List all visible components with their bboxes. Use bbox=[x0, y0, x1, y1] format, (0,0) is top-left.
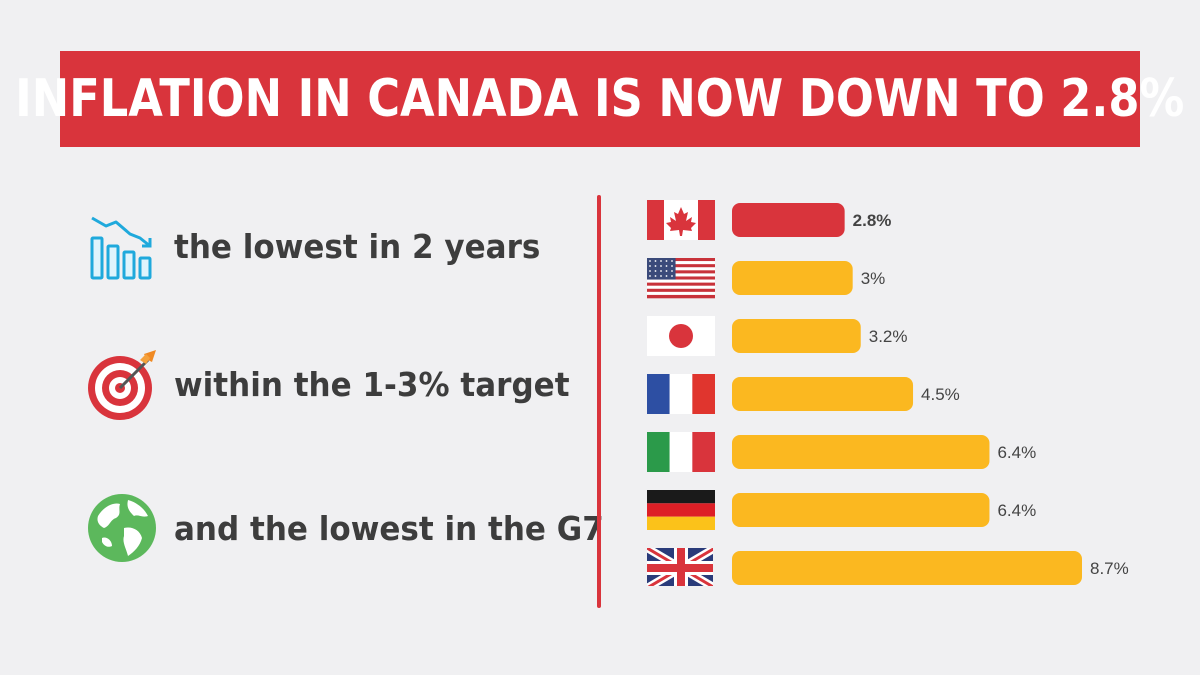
globe-icon bbox=[88, 494, 156, 562]
feature-within-target: within the 1-3% target bbox=[84, 339, 584, 429]
page-title: INFLATION IN CANADA IS NOW DOWN TO 2.8% bbox=[15, 69, 1185, 129]
bar bbox=[732, 435, 990, 469]
declining-bar-chart-icon bbox=[90, 216, 152, 280]
feature-lowest-g7: and the lowest in the G7 bbox=[84, 483, 604, 573]
germany-flag bbox=[647, 490, 715, 530]
uk-flag bbox=[647, 548, 713, 586]
italy-flag bbox=[647, 432, 715, 472]
feature-text: within the 1-3% target bbox=[174, 364, 570, 404]
bar bbox=[732, 319, 861, 353]
bar-value-label: 3% bbox=[861, 269, 886, 288]
flags-group bbox=[647, 200, 715, 586]
bar-value-label: 3.2% bbox=[869, 327, 908, 346]
feature-text: and the lowest in the G7 bbox=[174, 508, 604, 548]
bar bbox=[732, 261, 853, 295]
bar-value-label: 2.8% bbox=[853, 211, 892, 230]
canada-flag bbox=[647, 200, 715, 240]
title-banner: INFLATION IN CANADA IS NOW DOWN TO 2.8% bbox=[15, 51, 1185, 147]
bar-value-label: 6.4% bbox=[997, 443, 1036, 462]
bar bbox=[732, 377, 914, 411]
divider bbox=[597, 195, 601, 608]
bar bbox=[732, 203, 845, 237]
bars-group bbox=[732, 203, 1082, 585]
feature-lowest-two-years: the lowest in 2 years bbox=[84, 201, 584, 291]
feature-text: the lowest in 2 years bbox=[174, 226, 541, 266]
labels-group: 2.8% 3% 3.2% 4.5% 6.4% 6.4% 8.7% bbox=[853, 211, 1129, 578]
bar-value-label: 6.4% bbox=[997, 501, 1036, 520]
usa-flag bbox=[647, 258, 715, 299]
bar-value-label: 4.5% bbox=[921, 385, 960, 404]
france-flag bbox=[647, 374, 715, 414]
japan-flag bbox=[647, 316, 715, 356]
bar-value-label: 8.7% bbox=[1090, 559, 1129, 578]
target-arrow-icon bbox=[88, 350, 156, 420]
bar bbox=[732, 551, 1082, 585]
bar bbox=[732, 493, 990, 527]
